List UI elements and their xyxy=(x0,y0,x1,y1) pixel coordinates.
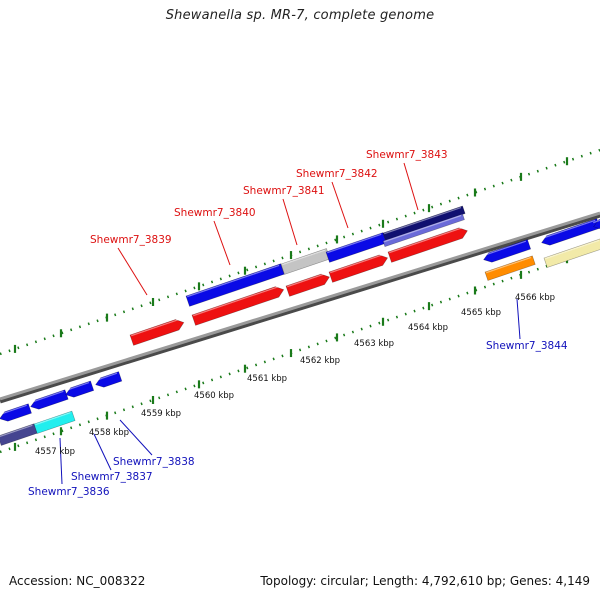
gene-label-shewmr7-3842[interactable]: Shewmr7_3842 xyxy=(296,168,378,180)
major-ticks xyxy=(13,157,569,451)
inner-tick-track xyxy=(0,246,600,454)
gene-block-lower-slate[interactable] xyxy=(0,423,38,446)
leader-3843 xyxy=(403,162,419,211)
axis-label-4562: 4562 kbp xyxy=(300,356,340,366)
axis-label-4559: 4559 kbp xyxy=(141,409,181,419)
gene-block-cream[interactable] xyxy=(543,238,600,268)
gene-block-right-blue-2[interactable] xyxy=(592,215,600,232)
gene-shewmr7-3841[interactable] xyxy=(285,272,331,297)
gene-block-upper-lavender[interactable] xyxy=(382,213,465,248)
gene-block-lower-2[interactable] xyxy=(29,389,69,412)
leader-3840 xyxy=(213,220,231,266)
gene-label-shewmr7-3837[interactable]: Shewmr7_3837 xyxy=(71,471,153,483)
gene-block-lower-3[interactable] xyxy=(64,380,95,399)
leader-3839 xyxy=(117,247,148,296)
gene-block-right-blue[interactable] xyxy=(540,218,600,248)
gene-block-lower-1[interactable] xyxy=(0,403,32,424)
gene-shewmr7-3837-cyan[interactable] xyxy=(33,410,76,434)
axis-label-4560: 4560 kbp xyxy=(194,391,234,401)
axis-label-4566: 4566 kbp xyxy=(515,293,555,303)
gene-label-shewmr7-3844[interactable]: Shewmr7_3844 xyxy=(486,340,568,352)
sequence-backbone-shadow xyxy=(0,212,600,404)
axis-label-4557: 4557 kbp xyxy=(35,447,75,457)
axis-label-4558: 4558 kbp xyxy=(89,428,129,438)
label-leader-lines xyxy=(59,162,521,485)
gene-label-shewmr7-3836[interactable]: Shewmr7_3836 xyxy=(28,486,110,498)
gene-label-shewmr7-3838[interactable]: Shewmr7_3838 xyxy=(113,456,195,468)
leader-3844 xyxy=(516,298,521,340)
gene-block-upper-left[interactable] xyxy=(185,263,285,307)
gene-label-shewmr7-3839[interactable]: Shewmr7_3839 xyxy=(90,234,172,246)
sequence-backbone xyxy=(0,211,600,401)
gene-label-shewmr7-3843[interactable]: Shewmr7_3843 xyxy=(366,149,448,161)
gene-label-shewmr7-3840[interactable]: Shewmr7_3840 xyxy=(174,207,256,219)
leader-3836 xyxy=(59,437,63,485)
leader-3841 xyxy=(282,198,298,246)
gene-shewmr7-3840[interactable] xyxy=(191,284,285,326)
gene-block-upper-navy[interactable] xyxy=(382,205,466,241)
gene-shewmr7-3843[interactable] xyxy=(387,226,469,263)
axis-label-4564: 4564 kbp xyxy=(408,323,448,333)
outer-tick-track xyxy=(0,148,600,356)
gene-shewmr7-3839[interactable] xyxy=(129,317,186,346)
gene-block-lower-4[interactable] xyxy=(94,371,123,390)
genome-stats-text: Topology: circular; Length: 4,792,610 bp… xyxy=(260,574,590,588)
gene-label-shewmr7-3841[interactable]: Shewmr7_3841 xyxy=(243,185,325,197)
axis-label-4565: 4565 kbp xyxy=(461,308,501,318)
gene-block-orange[interactable] xyxy=(484,255,536,281)
gene-shewmr7-3844[interactable] xyxy=(482,239,532,265)
leader-3842 xyxy=(331,181,349,229)
gene-features xyxy=(0,205,600,446)
axis-label-4563: 4563 kbp xyxy=(354,339,394,349)
page-title: Shewanella sp. MR-7, complete genome xyxy=(165,8,435,23)
leader-3837 xyxy=(93,433,112,471)
gene-shewmr7-3842[interactable] xyxy=(328,253,389,283)
axis-label-4561: 4561 kbp xyxy=(247,374,287,384)
gene-block-upper-gray[interactable] xyxy=(280,248,331,275)
accession-text: Accession: NC_008322 xyxy=(9,574,146,588)
leader-3838 xyxy=(119,419,153,456)
